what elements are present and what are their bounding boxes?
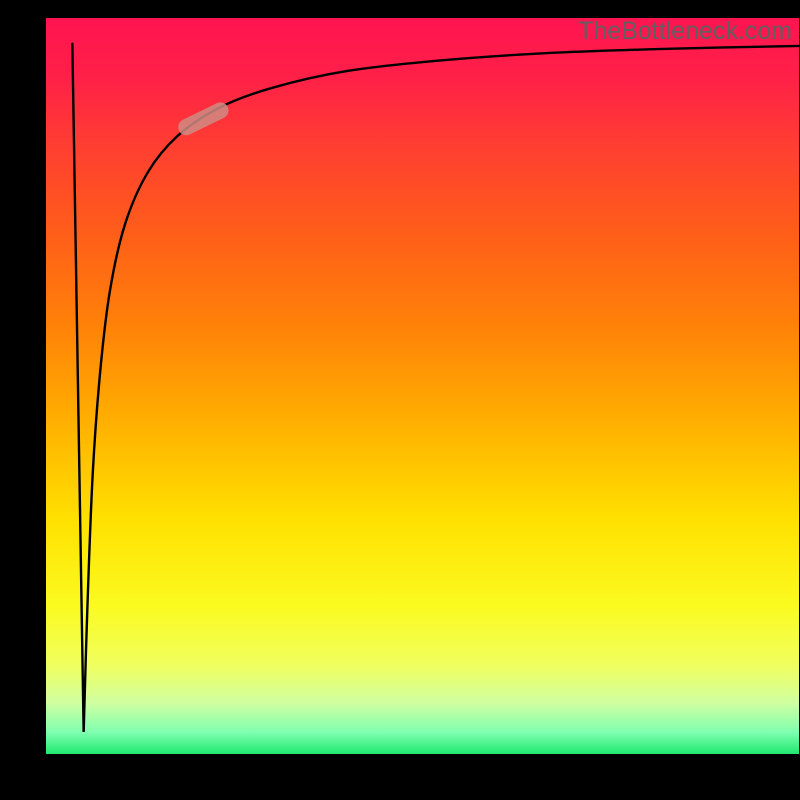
frame-left — [0, 0, 46, 800]
chart-background — [46, 18, 799, 754]
frame-bottom — [0, 754, 800, 800]
frame-top — [0, 0, 800, 18]
watermark-text: TheBottleneck.com — [578, 17, 792, 46]
chart-plot-area — [46, 18, 799, 754]
